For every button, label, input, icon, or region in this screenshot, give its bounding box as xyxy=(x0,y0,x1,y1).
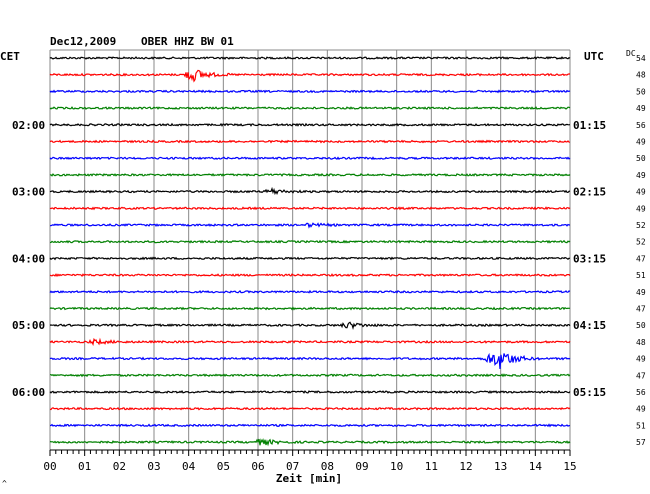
x-tick-label: 12 xyxy=(459,460,472,473)
dc-value: 51 xyxy=(636,421,646,430)
seismic-trace xyxy=(49,106,571,111)
seismic-trace xyxy=(50,222,571,229)
seismic-trace xyxy=(50,373,571,378)
x-tick-label: 13 xyxy=(494,460,507,473)
dc-value: 47 xyxy=(636,254,646,263)
header-station: OBER HHZ BW 01 xyxy=(141,35,234,48)
x-tick-label: 02 xyxy=(113,460,126,473)
right-time-label: 02:15 xyxy=(573,186,606,199)
seismic-trace xyxy=(49,89,571,94)
right-time-label: 03:15 xyxy=(573,252,606,265)
left-time-label: 03:00 xyxy=(12,186,45,199)
dc-value: 54 xyxy=(636,54,646,63)
x-tick-label: 03 xyxy=(147,460,160,473)
x-tick-label: 06 xyxy=(251,460,264,473)
right-time-label: 04:15 xyxy=(573,319,606,332)
dc-value: 49 xyxy=(636,104,646,113)
dc-value: 56 xyxy=(636,388,646,397)
seismic-trace xyxy=(49,352,571,369)
x-tick-label: 00 xyxy=(43,460,56,473)
dc-heading: DC xyxy=(626,49,636,58)
dc-value: 47 xyxy=(636,371,646,380)
plot-grid xyxy=(49,49,571,456)
left-time-label: 04:00 xyxy=(12,252,45,265)
header-date: Dec12,2009 xyxy=(50,35,116,48)
seismic-trace xyxy=(49,186,571,196)
dc-value: 51 xyxy=(636,271,646,280)
dc-value: 49 xyxy=(636,355,646,364)
axis-labels: 00 01 02 03 04 05 06 07 08 09 10 11 12 13 14 15 54 48 50 49… xyxy=(12,54,646,473)
x-tick-label: 11 xyxy=(425,460,438,473)
dc-value: 57 xyxy=(636,438,646,447)
x-tick-label: 14 xyxy=(529,460,543,473)
seismic-trace xyxy=(49,156,571,161)
dc-value: 52 xyxy=(636,221,646,230)
left-time-label: 05:00 xyxy=(12,319,45,332)
seismic-trace xyxy=(49,306,571,311)
left-time-label: 06:00 xyxy=(12,386,45,399)
x-tick-label: 04 xyxy=(182,460,196,473)
seismic-trace xyxy=(49,172,571,177)
trace-group xyxy=(49,56,571,447)
left-zone-label: CET xyxy=(0,50,20,63)
corner-mark: ^ xyxy=(2,479,7,488)
seismic-trace xyxy=(49,56,571,60)
dc-value: 49 xyxy=(636,204,646,213)
x-tick-label: 07 xyxy=(286,460,299,473)
dc-value: 49 xyxy=(636,288,646,297)
dc-value: 49 xyxy=(636,188,646,197)
right-time-label: 01:15 xyxy=(573,119,606,132)
seismic-trace xyxy=(49,206,571,211)
dc-value: 47 xyxy=(636,305,646,314)
seismic-trace xyxy=(50,423,571,428)
dc-value: 48 xyxy=(636,338,646,347)
seismic-trace xyxy=(49,69,570,83)
dc-value: 49 xyxy=(636,138,646,147)
dc-value: 48 xyxy=(636,71,646,80)
seismic-trace xyxy=(49,289,571,294)
x-tick-label: 01 xyxy=(78,460,91,473)
dc-value: 50 xyxy=(636,87,646,96)
dc-value: 50 xyxy=(636,321,646,330)
dc-value: 49 xyxy=(636,171,646,180)
x-tick-label: 09 xyxy=(355,460,368,473)
seismic-trace xyxy=(49,438,571,447)
x-tick-label: 05 xyxy=(217,460,230,473)
x-tick-label: 08 xyxy=(321,460,334,473)
dc-value: 50 xyxy=(636,154,646,163)
seismic-trace xyxy=(49,139,571,144)
seismic-trace xyxy=(49,321,571,331)
seismic-trace xyxy=(49,239,571,244)
seismic-trace xyxy=(49,406,571,411)
dc-value: 49 xyxy=(636,405,646,414)
seismic-trace xyxy=(49,337,571,347)
seismic-trace xyxy=(49,273,571,278)
right-zone-label: UTC xyxy=(584,50,604,63)
x-tick-label: 10 xyxy=(390,460,403,473)
seismic-trace xyxy=(49,390,571,394)
left-time-label: 02:00 xyxy=(12,119,45,132)
seismic-trace xyxy=(49,256,571,261)
seismic-trace xyxy=(49,122,571,127)
x-axis-label: Zeit [min] xyxy=(276,472,342,485)
x-tick-label: 15 xyxy=(563,460,576,473)
dc-value: 52 xyxy=(636,238,646,247)
dc-value: 56 xyxy=(636,121,646,130)
right-time-label: 05:15 xyxy=(573,386,606,399)
